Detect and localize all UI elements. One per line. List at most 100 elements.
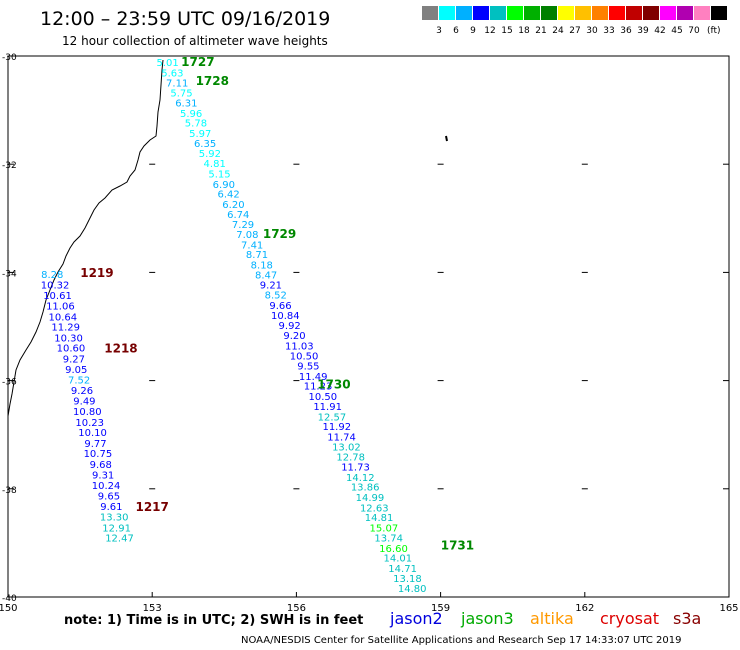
- swh-value-label: 8.18: [251, 260, 273, 271]
- colorbar-swatch: [490, 6, 506, 20]
- colorbar-swatch: [541, 6, 557, 20]
- swh-value-label: 10.50: [309, 392, 338, 403]
- colorbar-label: 33: [603, 26, 615, 36]
- satellite-legend-s3a: s3a: [673, 609, 702, 628]
- swh-value-label: 7.52: [68, 376, 90, 387]
- pass-time-label: 1731: [441, 539, 474, 553]
- swh-value-label: 8.52: [265, 291, 287, 302]
- swh-value-label: 11.49: [299, 372, 328, 383]
- colorbar-label: 12: [484, 26, 496, 36]
- colorbar-swatch: [524, 6, 540, 20]
- swh-value-label: 10.61: [43, 291, 72, 302]
- colorbar-label: 39: [637, 26, 649, 36]
- pass-time-label: 1727: [181, 55, 214, 69]
- swh-value-label: 6.74: [227, 210, 249, 221]
- swh-value-label: 14.80: [398, 584, 427, 595]
- swh-value-label: 11.92: [322, 422, 351, 433]
- swh-value-label: 9.65: [98, 491, 120, 502]
- colorbar-swatch: [694, 6, 710, 20]
- swh-value-label: 14.12: [346, 473, 375, 484]
- swh-value-label: 4.81: [204, 159, 226, 170]
- swh-value-label: 13.86: [351, 483, 380, 494]
- swh-values: 5.015.637.115.756.315.965.785.976.355.92…: [41, 58, 427, 595]
- colorbar-label: 9: [470, 26, 476, 36]
- x-tick-label: 150: [0, 603, 18, 614]
- swh-value-label: 9.27: [63, 355, 85, 366]
- swh-value-label: 9.31: [92, 470, 114, 481]
- swh-value-label: 9.55: [297, 362, 319, 373]
- colorbar-label: 15: [501, 26, 513, 36]
- colorbar-swatch: [575, 6, 591, 20]
- colorbar-swatch: [439, 6, 455, 20]
- swh-value-label: 10.80: [73, 407, 102, 418]
- swh-value-label: 12.78: [336, 452, 365, 463]
- swh-value-label: 9.20: [283, 331, 305, 342]
- swh-value-label: 13.02: [332, 443, 361, 454]
- swh-value-label: 11.29: [51, 323, 80, 334]
- swh-value-label: 10.10: [78, 428, 107, 439]
- swh-value-label: 11.74: [327, 432, 356, 443]
- swh-value-label: 7.29: [232, 220, 254, 231]
- swh-value-label: 12.57: [318, 412, 347, 423]
- satellite-legend-altika: altika: [530, 609, 574, 628]
- swh-value-label: 5.15: [208, 169, 230, 180]
- colorbar-label: 70: [688, 26, 700, 36]
- swh-value-label: 13.30: [100, 512, 129, 523]
- map-frame: [7, 55, 730, 598]
- colorbar-swatch: [507, 6, 523, 20]
- satellite-legend-jason2: jason2: [390, 609, 443, 628]
- y-tick-label: -40: [2, 594, 17, 604]
- x-tick-label: 156: [287, 603, 306, 614]
- y-tick-label: -32: [2, 161, 17, 171]
- swh-value-label: 9.92: [279, 321, 301, 332]
- swh-value-label: 5.92: [199, 149, 221, 160]
- swh-value-label: 9.21: [260, 280, 282, 291]
- colorbar-label: 18: [518, 26, 530, 36]
- page-subtitle: 12 hour collection of altimeter wave hei…: [62, 34, 328, 48]
- swh-value-label: 16.60: [379, 544, 408, 555]
- swh-value-label: 14.71: [388, 564, 417, 575]
- pass-time-label: 1729: [263, 227, 296, 241]
- swh-value-label: 14.99: [356, 493, 385, 504]
- pass-time-label: 1217: [135, 500, 168, 514]
- footer-note: note: 1) Time is in UTC; 2) SWH is in fe…: [64, 613, 364, 628]
- swh-value-label: 12.91: [102, 523, 131, 534]
- colorbar-label: 42: [654, 26, 666, 36]
- colorbar-label: 30: [586, 26, 598, 36]
- pass-time-label: 1728: [196, 74, 229, 88]
- colorbar-swatch: [592, 6, 608, 20]
- swh-value-label: 8.71: [246, 250, 268, 261]
- pass-time-label: 1219: [80, 266, 113, 280]
- colorbar-swatch: [609, 6, 625, 20]
- pass-time-label: 1730: [317, 377, 350, 391]
- colorbar-swatch: [643, 6, 659, 20]
- swh-value-label: 14.81: [365, 513, 394, 524]
- swh-value-label: 10.50: [290, 351, 319, 362]
- swh-value-label: 5.75: [170, 88, 192, 99]
- swh-value-label: 10.75: [84, 449, 113, 460]
- colorbar-swatch: [677, 6, 693, 20]
- swh-value-label: 13.74: [374, 534, 403, 545]
- colorbar-swatch: [456, 6, 472, 20]
- colorbar-label: 6: [453, 26, 459, 36]
- colorbar-swatch: [660, 6, 676, 20]
- swh-value-label: 10.64: [48, 312, 77, 323]
- swh-value-label: 11.06: [46, 301, 75, 312]
- colorbar-swatch: [558, 6, 574, 20]
- swh-value-label: 6.31: [175, 99, 197, 110]
- swh-value-label: 10.30: [54, 333, 83, 344]
- x-tick-label: 165: [719, 603, 738, 614]
- y-tick-label: -30: [2, 53, 17, 63]
- x-tick-label: 153: [143, 603, 162, 614]
- colorbar-swatch: [711, 6, 727, 20]
- swh-value-label: 12.47: [105, 534, 134, 545]
- y-tick-label: -38: [2, 486, 17, 496]
- swh-value-label: 12.63: [360, 503, 389, 514]
- swh-value-label: 7.41: [241, 240, 263, 251]
- swh-value-label: 10.23: [75, 418, 104, 429]
- swh-value-label: 10.84: [271, 311, 300, 322]
- swh-value-label: 11.91: [313, 402, 342, 413]
